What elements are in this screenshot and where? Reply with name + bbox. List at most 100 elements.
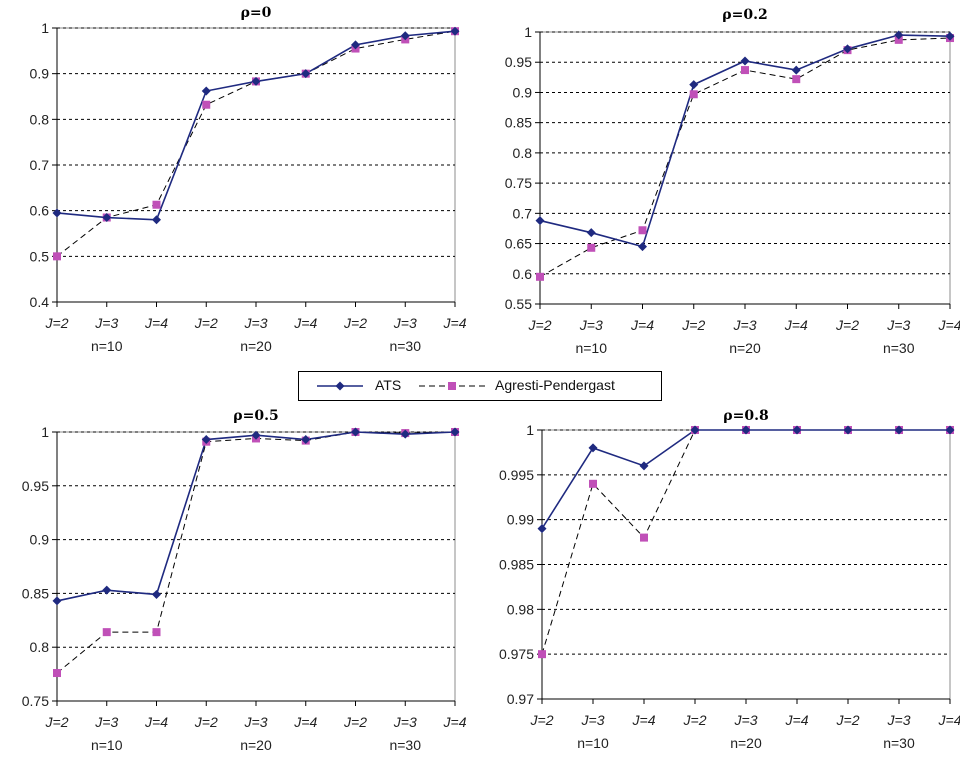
y-tick-label: 0.8 xyxy=(513,145,533,161)
legend-ats-label: ATS xyxy=(375,377,402,393)
group-label: n=30 xyxy=(883,340,915,356)
point-agresti-pendergast xyxy=(589,479,597,488)
point-ats xyxy=(400,31,410,41)
x-tick-label: J=4 xyxy=(144,714,168,730)
y-tick-label: 0.975 xyxy=(499,646,534,662)
chart-title: ρ=0.2 xyxy=(722,7,767,23)
x-tick-label: J=2 xyxy=(343,315,367,331)
x-tick-label: J=4 xyxy=(938,712,960,728)
point-agresti-pendergast xyxy=(536,272,544,281)
x-tick-label: J=4 xyxy=(630,317,654,333)
point-ats xyxy=(689,80,699,90)
point-ats xyxy=(740,56,750,66)
chart-rho-0: ρ=0 0.4 0.5 0.6 0.7 0.8 0.9 1 J=2 J=3 J=4 J=2 J=3 J=4… xyxy=(30,5,467,354)
point-ats xyxy=(791,65,801,75)
group-label: n=30 xyxy=(389,338,421,354)
y-tick-label: 0.8 xyxy=(30,111,50,127)
x-tick-label: J=3 xyxy=(94,315,118,331)
point-ats xyxy=(102,213,112,223)
point-ats xyxy=(52,208,62,218)
point-agresti-pendergast xyxy=(152,628,161,637)
point-ats xyxy=(301,435,311,445)
chart-rho-0-8: ρ=0.8 0.97 0.975 0.98 0.985 0.99 0.995 1 J=2 J=3 J… xyxy=(499,408,960,751)
point-ats xyxy=(535,216,545,226)
x-tick-label: J=4 xyxy=(293,714,317,730)
point-ats xyxy=(894,30,904,40)
point-agresti-pendergast xyxy=(894,35,903,44)
x-tick-label: J=2 xyxy=(528,317,552,333)
point-agresti-pendergast xyxy=(640,533,648,542)
x-tick-label: J=2 xyxy=(194,315,218,331)
y-tick-label: 0.6 xyxy=(513,266,533,282)
group-label: n=10 xyxy=(575,340,607,356)
y-tick-label: 0.985 xyxy=(499,557,534,573)
x-tick-label: J=4 xyxy=(785,712,809,728)
group-label: n=30 xyxy=(389,737,421,753)
point-agresti-pendergast xyxy=(741,66,749,75)
x-tick-label: J=3 xyxy=(579,317,603,333)
point-ats xyxy=(251,76,261,86)
x-tick-label: J=3 xyxy=(733,317,757,333)
point-ats xyxy=(537,524,547,534)
point-agresti-pendergast xyxy=(538,650,546,659)
x-tick-label: J=3 xyxy=(734,712,758,728)
x-tick-label: J=3 xyxy=(244,315,268,331)
point-ats xyxy=(843,44,852,54)
x-tick-label: J=4 xyxy=(293,315,317,331)
x-tick-label: J=3 xyxy=(244,714,268,730)
y-tick-label: 0.95 xyxy=(505,54,532,70)
y-tick-label: 0.995 xyxy=(499,467,534,483)
x-tick-label: J=3 xyxy=(887,712,911,728)
point-ats xyxy=(586,228,596,238)
point-agresti-pendergast xyxy=(638,226,647,235)
legend: ATS Agresti-Pendergast xyxy=(298,371,662,401)
chart-rho-0-2: ρ=0.2 0.55 0.6 0.65 0.7 0.75 0.8 0.85 0.9 0.95 1 J=… xyxy=(505,7,960,356)
point-agresti-pendergast xyxy=(689,90,698,99)
x-tick-label: J=4 xyxy=(784,317,808,333)
y-tick-label: 0.9 xyxy=(30,532,50,548)
chart-rho-0-5: ρ=0.5 0.75 0.8 0.85 0.9 0.95 1 J=2 J=3 J=4 J=2 J=3 J… xyxy=(22,408,467,753)
group-label: n=20 xyxy=(240,737,272,753)
y-tick-label: 0.4 xyxy=(30,294,50,310)
y-tick-label: 0.55 xyxy=(505,296,532,312)
legend-ats-marker xyxy=(335,381,345,391)
point-ats xyxy=(201,435,211,445)
y-tick-label: 0.65 xyxy=(505,236,532,252)
x-tick-label: J=2 xyxy=(683,712,707,728)
point-agresti-pendergast xyxy=(102,628,111,637)
point-ats xyxy=(400,429,410,439)
x-tick-label: J=4 xyxy=(632,712,656,728)
point-ats xyxy=(102,585,112,595)
point-ats xyxy=(639,461,649,471)
chart-title: ρ=0 xyxy=(241,5,272,21)
group-label: n=10 xyxy=(577,735,609,751)
y-tick-label: 1 xyxy=(526,422,534,438)
group-label: n=20 xyxy=(240,338,272,354)
point-ats xyxy=(843,425,853,435)
point-ats xyxy=(450,427,460,437)
y-tick-label: 0.97 xyxy=(507,691,534,707)
x-tick-label: J=3 xyxy=(393,315,417,331)
x-tick-label: J=3 xyxy=(393,714,417,730)
point-ats xyxy=(638,242,647,252)
point-ats xyxy=(301,69,311,79)
y-tick-label: 0.6 xyxy=(30,203,50,219)
point-agresti-pendergast xyxy=(792,75,801,84)
y-tick-label: 0.85 xyxy=(505,115,532,131)
y-tick-label: 0.99 xyxy=(507,512,534,528)
legend-swatches xyxy=(317,381,485,391)
point-ats xyxy=(152,215,161,225)
y-tick-label: 0.8 xyxy=(30,639,50,655)
point-ats xyxy=(201,86,211,96)
point-ats xyxy=(251,430,261,440)
point-ats xyxy=(792,425,802,435)
point-ats xyxy=(894,425,904,435)
y-tick-label: 0.85 xyxy=(22,585,49,601)
point-ats xyxy=(52,596,62,606)
x-tick-label: J=2 xyxy=(194,714,218,730)
group-label: n=10 xyxy=(91,737,123,753)
x-tick-label: J=2 xyxy=(836,712,860,728)
y-tick-label: 1 xyxy=(41,20,49,36)
point-ats xyxy=(741,425,751,435)
